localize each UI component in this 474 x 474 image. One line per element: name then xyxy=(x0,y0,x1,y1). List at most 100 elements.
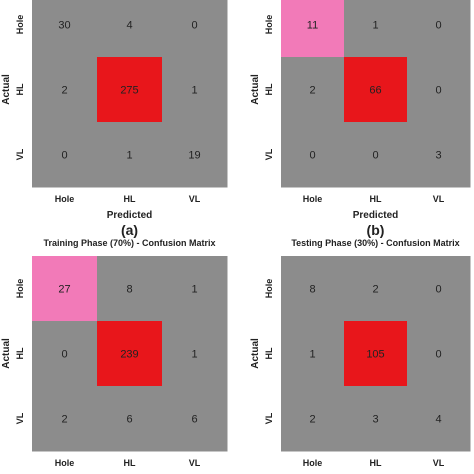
matrix-cell xyxy=(281,256,345,322)
cell-value-label: 3 xyxy=(435,150,441,162)
matrix-cell xyxy=(32,57,98,123)
cell-value-label: 27 xyxy=(58,284,70,296)
cell-value-label: 1 xyxy=(191,349,197,361)
cell-value-label: 2 xyxy=(372,284,378,296)
y-tick-label: VL xyxy=(264,148,274,160)
matrix-cell xyxy=(281,122,345,188)
matrix-cell xyxy=(344,386,408,452)
cell-value-label: 0 xyxy=(61,349,67,361)
x-tick-label: VL xyxy=(189,458,201,468)
matrix-cell xyxy=(281,0,345,58)
matrix-cell xyxy=(407,386,471,452)
y-axis-label: Actual xyxy=(250,74,261,105)
cell-value-label: 1 xyxy=(126,150,132,162)
matrix-cell xyxy=(32,321,98,387)
cell-value-label: 0 xyxy=(435,85,441,97)
y-tick-label: Hole xyxy=(264,279,274,299)
y-tick-label: VL xyxy=(264,412,274,424)
cell-value-label: 2 xyxy=(61,414,67,426)
x-tick-label: VL xyxy=(433,458,445,468)
x-tick-label: Hole xyxy=(55,458,75,468)
confusion-matrix-panel-4: 82011050234HoleHLVLHoleHLVLActualPredict… xyxy=(250,238,471,468)
panel-label: (b) xyxy=(367,222,385,238)
matrix-cell xyxy=(407,321,471,387)
matrix-cell xyxy=(162,321,228,387)
cell-value-label: 6 xyxy=(126,414,132,426)
y-tick-label: HL xyxy=(264,347,274,359)
matrix-cell xyxy=(281,57,345,123)
matrix-cell xyxy=(162,256,228,322)
cell-value-label: 275 xyxy=(120,85,138,97)
y-tick-label: VL xyxy=(15,148,25,160)
cell-value-label: 0 xyxy=(435,349,441,361)
cell-value-label: 19 xyxy=(188,150,200,162)
cell-value-label: 1 xyxy=(191,284,197,296)
cell-value-label: 1 xyxy=(372,20,378,32)
y-tick-label: Hole xyxy=(15,15,25,35)
cell-value-label: 0 xyxy=(435,284,441,296)
cell-value-label: 66 xyxy=(369,85,381,97)
matrix-cell xyxy=(97,386,163,452)
x-tick-label: Hole xyxy=(303,458,323,468)
cell-value-label: 4 xyxy=(435,414,441,426)
cell-value-label: 11 xyxy=(307,20,318,32)
cell-value-label: 30 xyxy=(58,20,70,32)
matrix-cell xyxy=(407,122,471,188)
x-tick-label: HL xyxy=(124,458,136,468)
matrix-cell xyxy=(97,122,163,188)
y-tick-label: VL xyxy=(15,412,25,424)
matrix-cell xyxy=(344,122,408,188)
x-tick-label: VL xyxy=(433,194,445,204)
cell-value-label: 239 xyxy=(120,349,138,361)
matrix-cell xyxy=(281,386,345,452)
matrix-cell xyxy=(97,256,163,322)
matrix-cell xyxy=(344,321,408,387)
cell-value-label: 8 xyxy=(126,284,132,296)
panel-label: (a) xyxy=(121,222,138,238)
matrix-cell xyxy=(162,0,228,58)
matrix-cell xyxy=(32,122,98,188)
x-tick-label: VL xyxy=(189,194,201,204)
y-tick-label: Hole xyxy=(264,15,274,35)
x-axis-label: Predicted xyxy=(353,210,399,221)
cell-value-label: 105 xyxy=(366,349,384,361)
cell-value-label: 0 xyxy=(61,150,67,162)
confusion-matrix-panel-1: 30 4 0 2 275 1 0 1 19 Hole HL VL Hole HL VL Actual Predi… xyxy=(1,0,228,238)
y-tick-label: HL xyxy=(15,83,25,95)
matrix-cell xyxy=(32,0,98,58)
cell-value-label: 6 xyxy=(191,414,197,426)
matrix-cell xyxy=(407,57,471,123)
y-tick-label: Hole xyxy=(15,279,25,299)
x-tick-label: HL xyxy=(370,458,382,468)
matrix-cell xyxy=(32,256,98,322)
confusion-matrix-panel-3: 278102391266HoleHLVLHoleHLVLActualPredic… xyxy=(1,238,228,468)
matrix-cell xyxy=(97,0,163,58)
matrix-cell xyxy=(281,321,345,387)
matrix-cell xyxy=(344,57,408,123)
y-tick-label: HL xyxy=(15,347,25,359)
cell-value-label: 0 xyxy=(309,150,315,162)
y-tick-label: HL xyxy=(264,83,274,95)
cell-value-label: 4 xyxy=(126,20,132,32)
x-tick-label: Hole xyxy=(55,194,75,204)
cell-value-label: 2 xyxy=(61,85,67,97)
matrix-cell xyxy=(97,57,163,123)
cell-value-label: 0 xyxy=(372,150,378,162)
matrix-cell xyxy=(162,122,228,188)
cell-value-label: 3 xyxy=(372,414,378,426)
x-axis-label: Predicted xyxy=(107,210,153,221)
matrix-cell xyxy=(344,0,408,58)
chart-title: Testing Phase (30%) - Confusion Matrix xyxy=(291,238,459,248)
matrix-cell xyxy=(97,321,163,387)
matrix-cell xyxy=(162,57,228,123)
y-axis-label: Actual xyxy=(1,74,12,105)
y-axis-label: Actual xyxy=(250,338,261,369)
x-tick-label: HL xyxy=(124,194,136,204)
y-axis-label: Actual xyxy=(1,338,12,369)
matrix-cell xyxy=(344,256,408,322)
matrix-cell xyxy=(32,386,98,452)
cell-value-label: 2 xyxy=(309,85,315,97)
x-tick-label: Hole xyxy=(303,194,323,204)
